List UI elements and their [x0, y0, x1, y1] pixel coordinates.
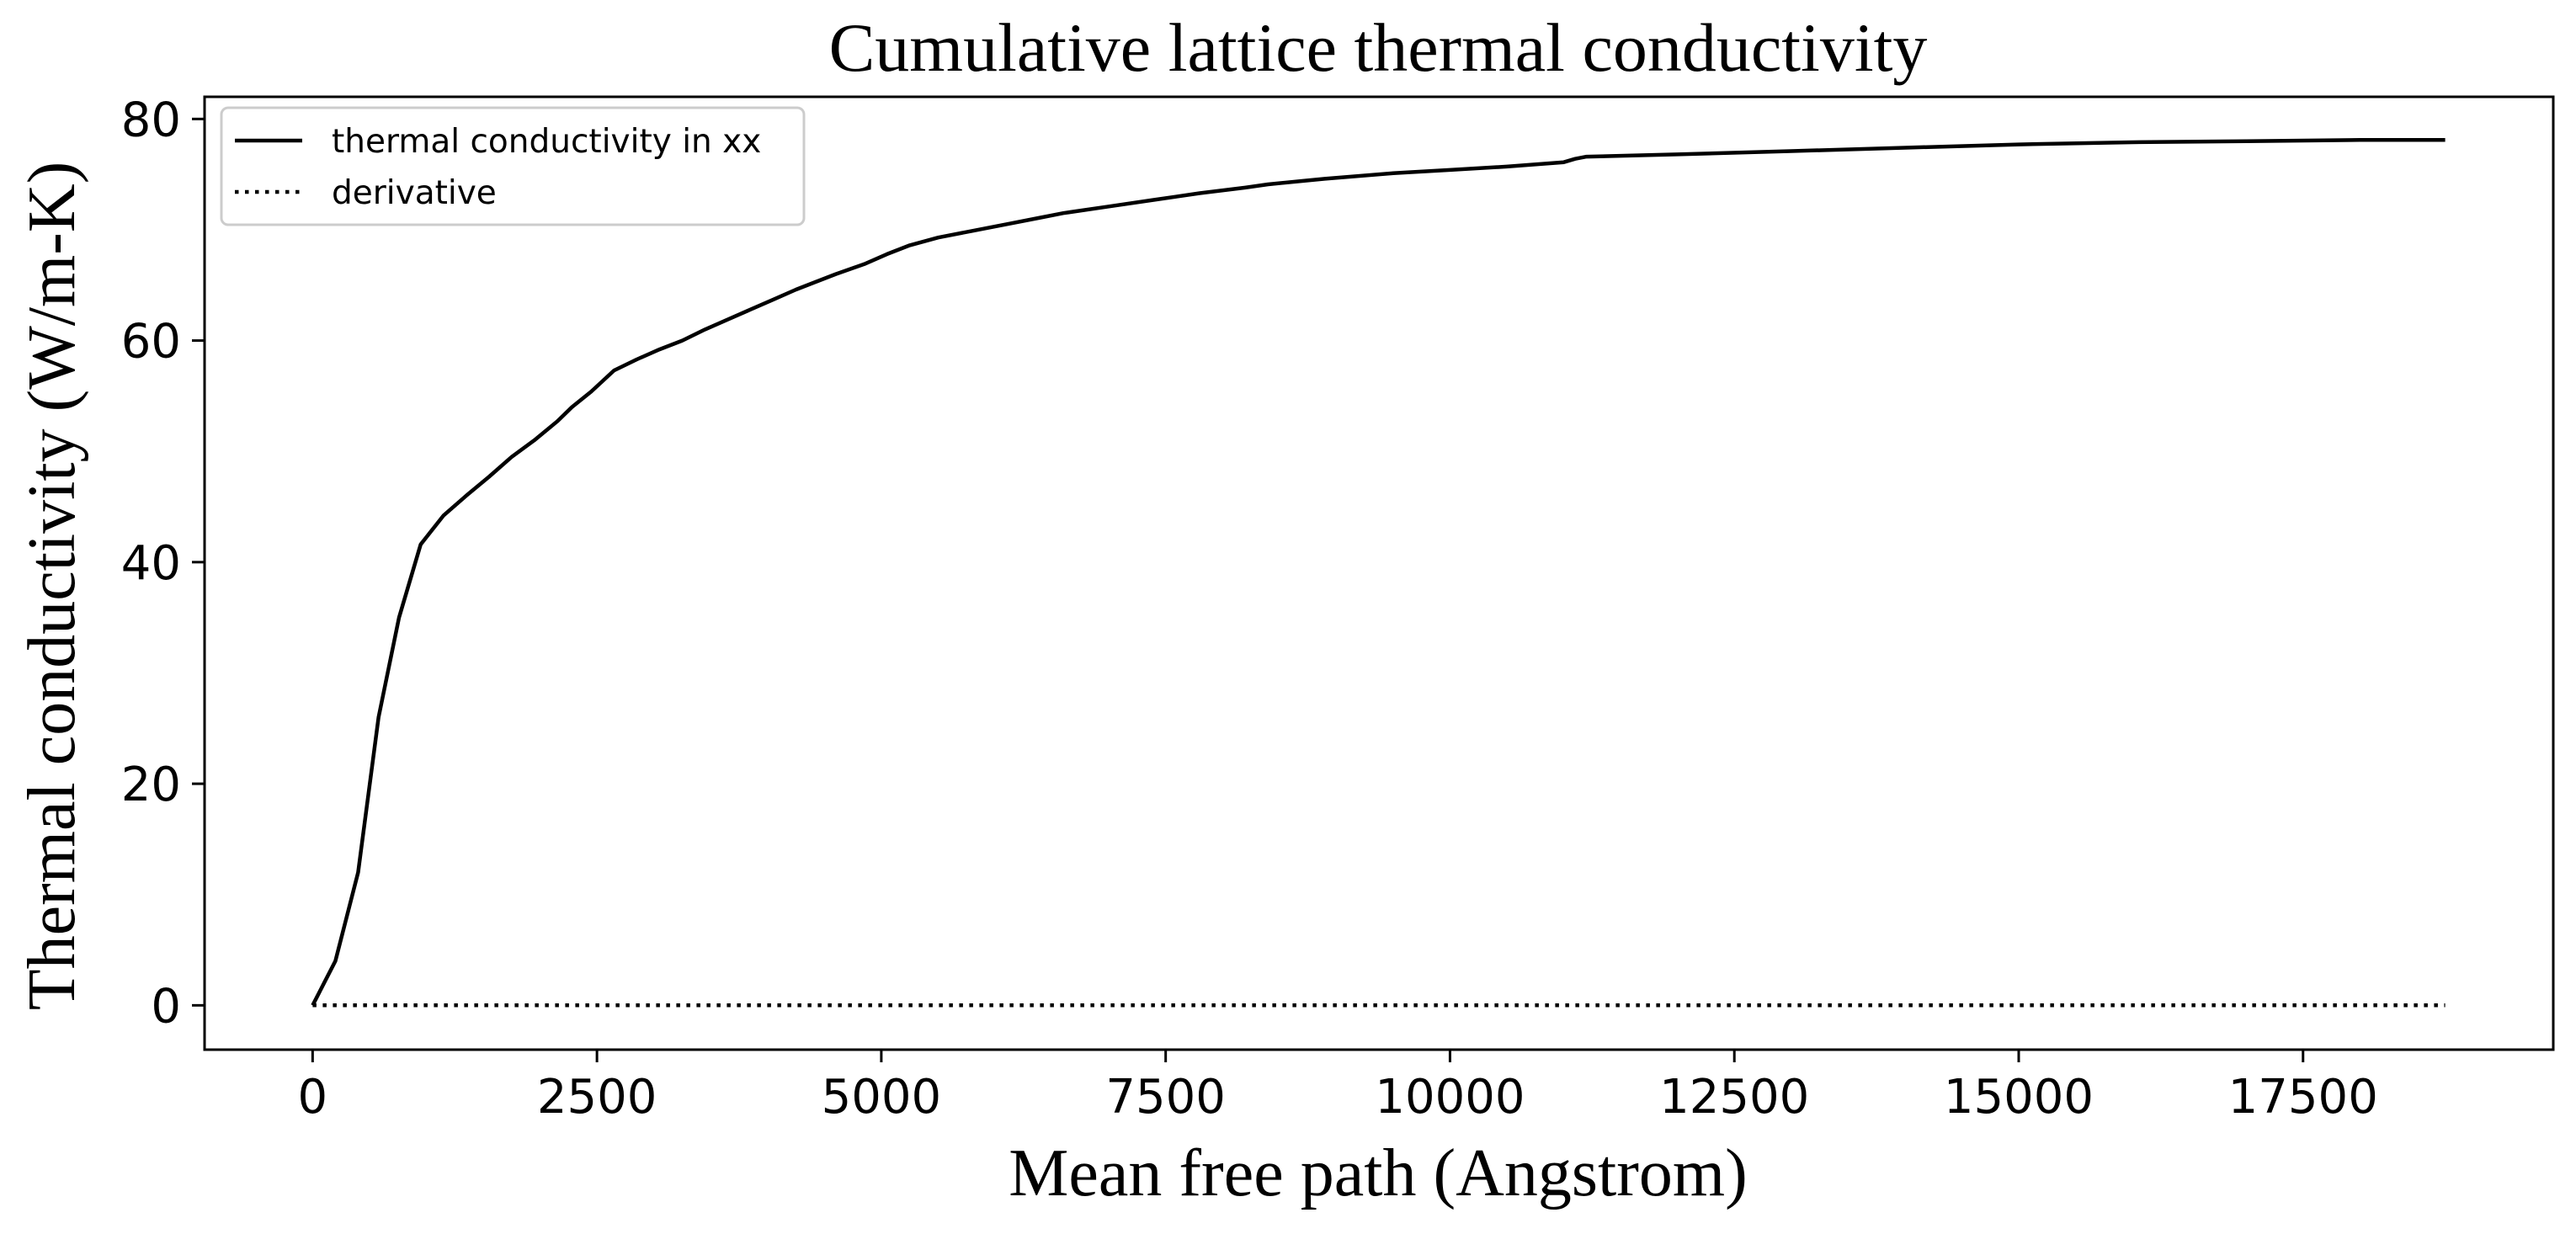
y-tick-label: 40	[121, 536, 181, 591]
y-tick-label: 60	[121, 315, 181, 370]
y-tick-label: 80	[121, 93, 181, 147]
x-tick-label: 2500	[537, 1070, 657, 1125]
axis-ticks: 0 2500 5000 7500 10000 12500 15000 17500 0 20 40 60…	[121, 93, 2378, 1125]
x-tick-label: 12500	[1659, 1070, 1809, 1125]
x-tick-label: 17500	[2228, 1070, 2378, 1125]
y-tick-label: 0	[151, 979, 181, 1034]
legend-label-thermal-conductivity: thermal conductivity in xx	[332, 123, 761, 161]
x-axis-label: Mean free path (Angstrom)	[1009, 1136, 1747, 1210]
x-tick-label: 15000	[1944, 1070, 2094, 1125]
x-tick-label: 5000	[822, 1070, 942, 1125]
plot-frame	[203, 95, 2555, 1051]
legend-box	[220, 106, 806, 226]
y-tick-label: 20	[121, 758, 181, 812]
x-tick-label: 10000	[1375, 1070, 1525, 1125]
x-tick-label: 0	[298, 1070, 328, 1125]
thermal-conductivity-series-line	[311, 138, 2446, 1007]
x-tick-label: 7500	[1105, 1070, 1226, 1125]
y-axis-label: Thermal conductivity (W/m-K)	[15, 162, 89, 1011]
chart-title: Cumulative lattice thermal conductivity	[829, 9, 1928, 86]
plot-series	[311, 138, 2446, 1008]
legend: thermal conductivity in xx derivative	[220, 106, 806, 226]
legend-label-derivative: derivative	[332, 174, 497, 212]
